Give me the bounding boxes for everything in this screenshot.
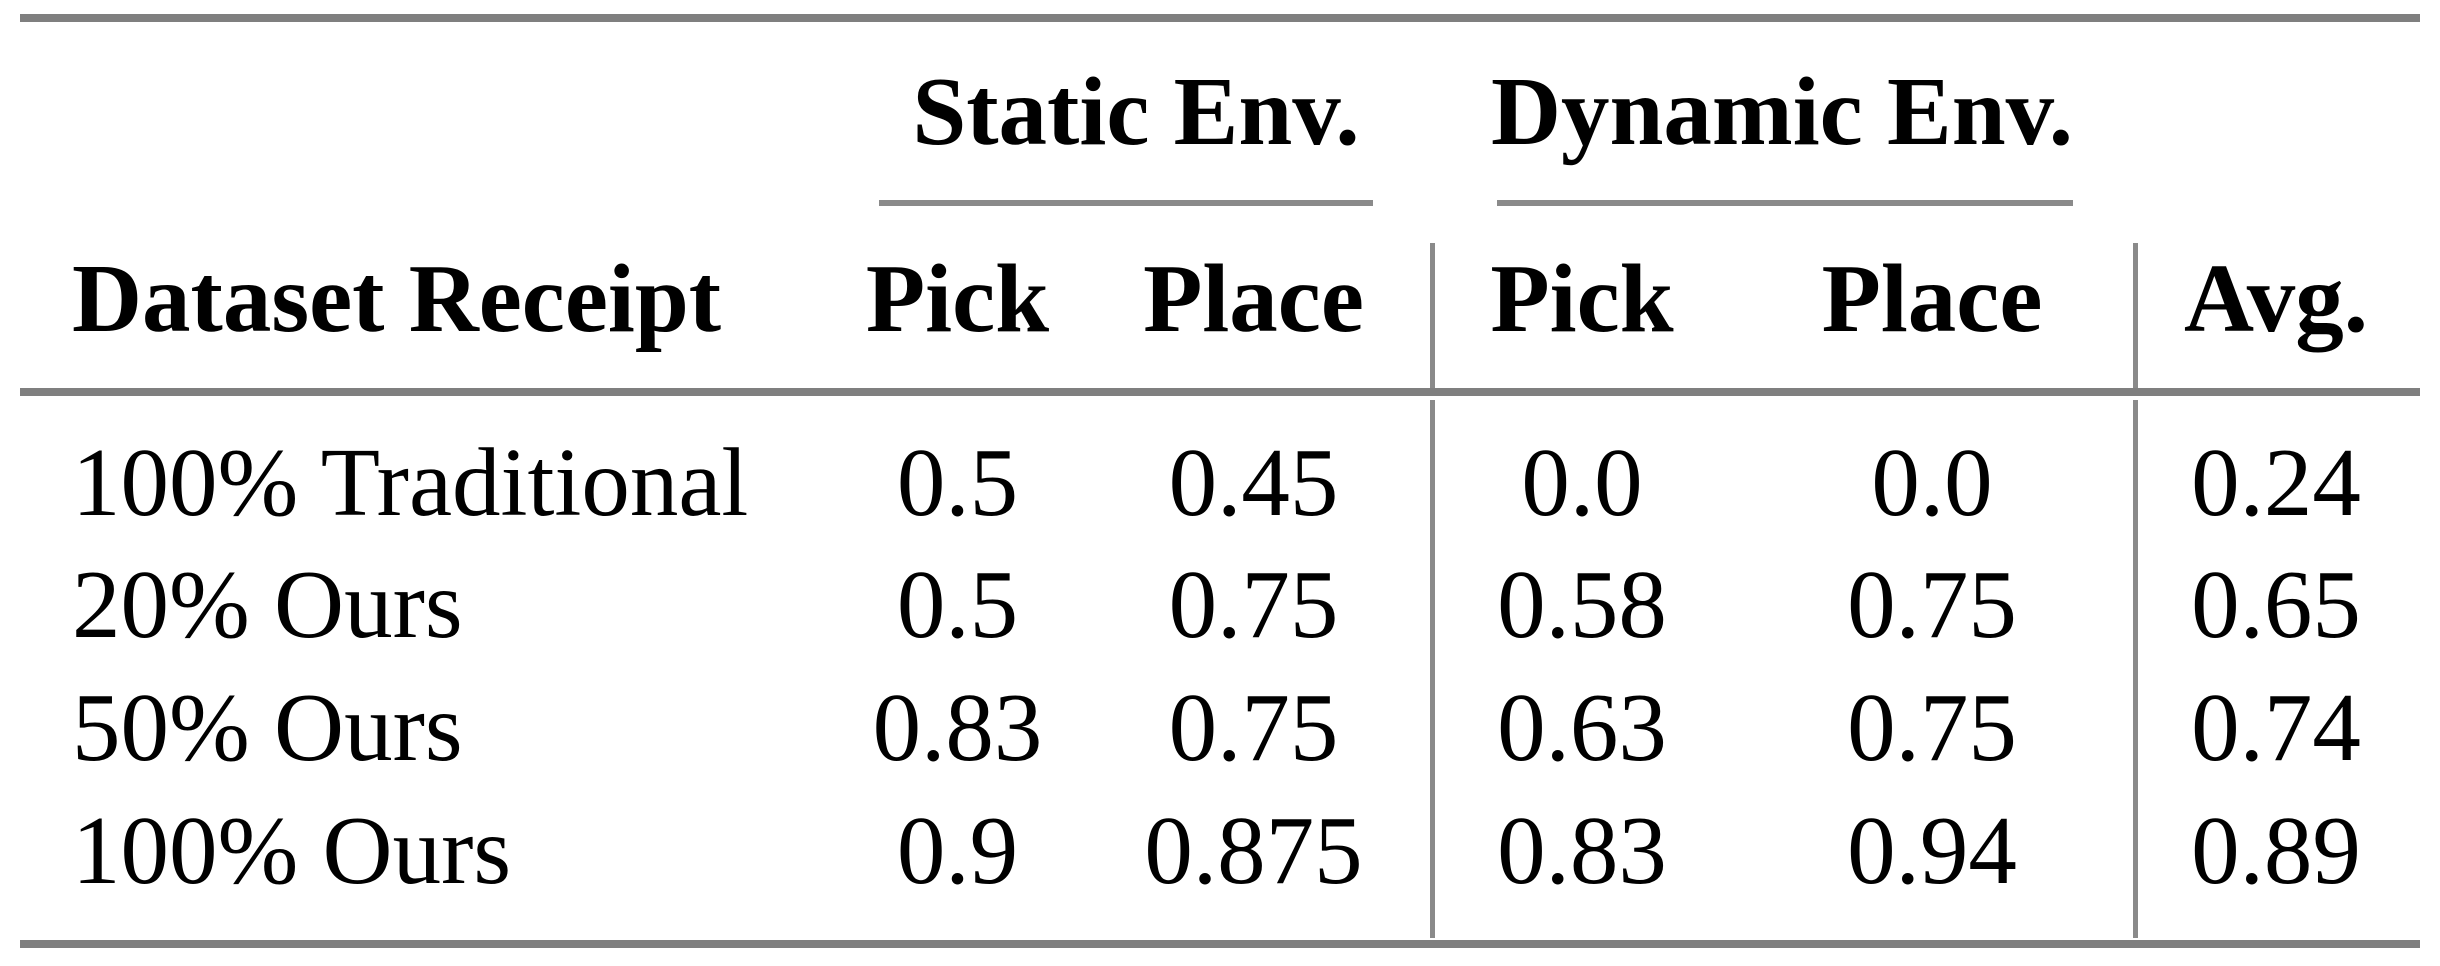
col-header-avg: Avg. xyxy=(2183,244,2369,352)
row-0-dynamic-place: 0.0 xyxy=(1871,428,1993,536)
row-2-dynamic-place: 0.75 xyxy=(1847,673,2017,781)
divider-dynamic-avg-body xyxy=(2133,400,2138,938)
row-2-label: 50% Ours xyxy=(72,673,463,781)
group-header-dynamic-env: Dynamic Env. xyxy=(1490,57,2074,165)
row-0-static-pick: 0.5 xyxy=(896,428,1019,536)
row-1-static-place: 0.75 xyxy=(1168,550,1339,658)
row-3-avg: 0.89 xyxy=(2191,796,2361,904)
dynamic-env-cmidrule xyxy=(1497,200,2073,206)
col-header-static-pick: Pick xyxy=(865,244,1050,352)
row-1-avg: 0.65 xyxy=(2191,550,2361,658)
row-1-dynamic-place: 0.75 xyxy=(1847,550,2017,658)
col-header-static-place: Place xyxy=(1143,244,1364,352)
row-3-dynamic-pick: 0.83 xyxy=(1497,796,1667,904)
divider-static-dynamic-header xyxy=(1430,243,1435,388)
row-2-avg: 0.74 xyxy=(2191,673,2361,781)
group-header-static-env: Static Env. xyxy=(912,57,1360,165)
row-0-label: 100% Traditional xyxy=(72,428,749,536)
bottom-rule xyxy=(20,940,2420,948)
row-2-dynamic-pick: 0.63 xyxy=(1497,673,1667,781)
row-3-static-place: 0.875 xyxy=(1144,796,1363,904)
col-header-dataset-receipt: Dataset Receipt xyxy=(72,244,722,352)
row-2-static-place: 0.75 xyxy=(1168,673,1339,781)
static-env-cmidrule xyxy=(879,200,1373,206)
row-1-static-pick: 0.5 xyxy=(896,550,1019,658)
header-body-rule xyxy=(20,388,2420,396)
top-rule xyxy=(20,14,2420,22)
divider-dynamic-avg-header xyxy=(2133,243,2138,388)
row-2-static-pick: 0.83 xyxy=(872,673,1043,781)
row-3-label: 100% Ours xyxy=(72,796,512,904)
row-1-dynamic-pick: 0.58 xyxy=(1497,550,1667,658)
col-header-dynamic-pick: Pick xyxy=(1490,244,1674,352)
row-3-static-pick: 0.9 xyxy=(896,796,1019,904)
row-1-label: 20% Ours xyxy=(72,550,463,658)
row-3-dynamic-place: 0.94 xyxy=(1847,796,2017,904)
row-0-static-place: 0.45 xyxy=(1168,428,1339,536)
row-0-dynamic-pick: 0.0 xyxy=(1521,428,1643,536)
divider-static-dynamic-body xyxy=(1430,400,1435,938)
row-0-avg: 0.24 xyxy=(2191,428,2361,536)
col-header-dynamic-place: Place xyxy=(1821,244,2043,352)
